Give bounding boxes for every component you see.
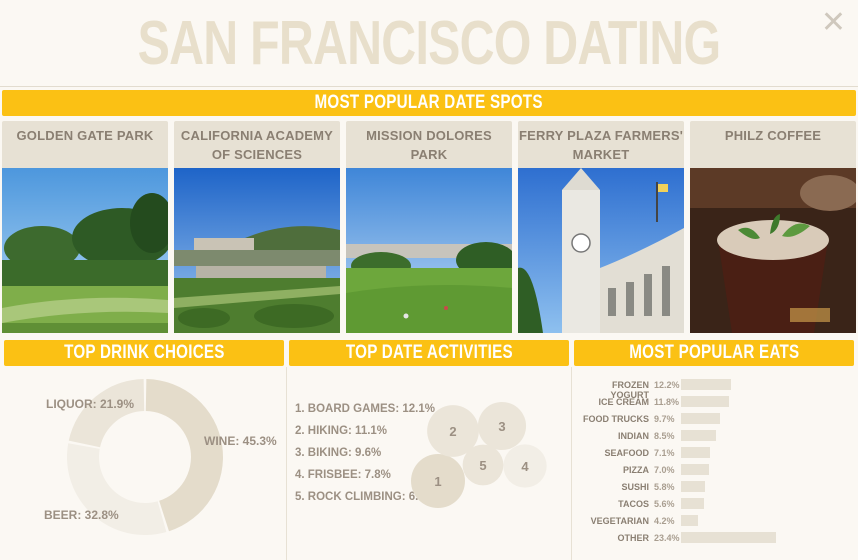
eat-value: 8.5% (654, 431, 675, 441)
page-title: SAN FRANCISCO DATING (137, 9, 721, 78)
eat-name: ICE CREAM (598, 397, 649, 407)
eat-name: SEAFOOD (604, 448, 649, 458)
donut-slice-wine (145, 379, 224, 532)
eat-value: 5.6% (654, 499, 675, 509)
spot-philz-coffee: PHILZ COFFEE (690, 121, 856, 333)
golden-gate-park-photo (2, 168, 168, 333)
activity-item: 1. BOARD GAMES: 12.1% (295, 403, 435, 415)
philz-coffee-photo (690, 168, 856, 333)
eat-value: 7.1% (654, 448, 675, 458)
activity-bubble-circle (477, 401, 527, 451)
eat-value: 9.7% (654, 414, 675, 424)
activity-item: 3. BIKING: 9.6% (295, 447, 382, 459)
donut-label-beer: BEER: 32.8% (44, 508, 119, 522)
eats-heading: MOST POPULAR EATS (574, 340, 854, 366)
donut-label-wine: WINE: 45.3% (204, 434, 277, 448)
eat-value: 4.2% (654, 516, 675, 526)
eat-bar (681, 413, 720, 424)
activity-bubble-circle (427, 405, 479, 457)
eat-value: 12.2% (654, 380, 680, 390)
donut-label-liquor: LIQUOR: 21.9% (46, 397, 135, 411)
header-divider (0, 86, 858, 87)
eat-name: TACOS (618, 499, 649, 509)
activity-bubble-circle (411, 454, 465, 508)
california-academy-photo (174, 168, 340, 333)
activity-bubble-label: 1 (434, 474, 441, 489)
eat-bar (681, 532, 776, 543)
ferry-building-photo (518, 168, 684, 333)
mission-dolores-park-photo (346, 168, 512, 333)
activity-item: 2. HIKING: 11.1% (295, 425, 388, 437)
activity-bubble-label: 4 (521, 459, 529, 474)
activity-bubble: 1 (411, 454, 465, 508)
date-spots-heading-text: MOST POPULAR DATE SPOTS (314, 92, 544, 113)
spot-label: MISSION DOLORES PARK (346, 121, 512, 168)
activity-bubble-label: 2 (449, 424, 456, 439)
activities-heading-text: TOP DATE ACTIVITIES (345, 342, 513, 363)
date-spots-heading: MOST POPULAR DATE SPOTS (2, 90, 856, 116)
eat-bar (681, 447, 710, 458)
spot-mission-dolores-park: MISSION DOLORES PARK (346, 121, 512, 333)
activity-bubble-circle (462, 444, 504, 486)
eat-bar (681, 396, 729, 407)
eat-name: SUSHI (621, 482, 649, 492)
activities-bubble-chart: 1 2 3 4 5 (411, 401, 547, 508)
activity-item: 5. ROCK CLIMBING: 6.9% (295, 491, 435, 503)
drinks-heading-text: TOP DRINK CHOICES (63, 342, 225, 363)
eat-name: FROZEN YOGURT (610, 380, 649, 400)
activity-bubble: 5 (462, 444, 504, 486)
eat-value: 5.8% (654, 482, 675, 492)
eat-name: FOOD TRUCKS (583, 414, 649, 424)
activity-bubble-label: 5 (479, 458, 486, 473)
donut-slice-beer (66, 443, 167, 535)
eat-bar (681, 464, 709, 475)
close-icon[interactable]: ✕ (820, 6, 846, 39)
eat-name: PIZZA (623, 465, 649, 475)
column-divider (286, 367, 287, 560)
activity-bubble: 3 (477, 401, 527, 451)
eat-name: OTHER (617, 533, 650, 543)
eat-name: INDIAN (618, 431, 649, 441)
activity-bubble-circle (503, 444, 547, 488)
eat-value: 7.0% (654, 465, 675, 475)
eat-name: VEGETARIAN (590, 516, 649, 526)
eat-bar (681, 379, 731, 390)
eat-bar (681, 481, 705, 492)
activity-item: 4. FRISBEE: 7.8% (295, 469, 391, 481)
spot-california-academy-of-sciences: CALIFORNIA ACADEMY OF SCIENCES (174, 121, 340, 333)
activities-heading: TOP DATE ACTIVITIES (289, 340, 569, 366)
spot-golden-gate-park: GOLDEN GATE PARK (2, 121, 168, 333)
activity-bubble-label: 3 (498, 419, 505, 434)
spot-label: FERRY PLAZA FARMERS' MARKET (518, 121, 684, 168)
activity-bubble: 4 (503, 444, 547, 488)
drinks-heading: TOP DRINK CHOICES (4, 340, 284, 366)
drinks-donut-chart (66, 379, 224, 535)
eat-value: 11.8% (654, 397, 680, 407)
column-divider (571, 367, 572, 560)
donut-slice-liquor (68, 379, 145, 448)
eat-bar (681, 430, 716, 441)
spot-label: GOLDEN GATE PARK (2, 121, 168, 168)
eat-bar (681, 498, 704, 509)
activity-bubble: 2 (427, 405, 479, 457)
eat-value: 23.4% (654, 533, 680, 543)
spot-label: PHILZ COFFEE (690, 121, 856, 168)
eats-heading-text: MOST POPULAR EATS (628, 342, 800, 363)
spot-label: CALIFORNIA ACADEMY OF SCIENCES (174, 121, 340, 168)
spot-ferry-plaza-farmers-market: FERRY PLAZA FARMERS' MARKET (518, 121, 684, 333)
eat-bar (681, 515, 698, 526)
